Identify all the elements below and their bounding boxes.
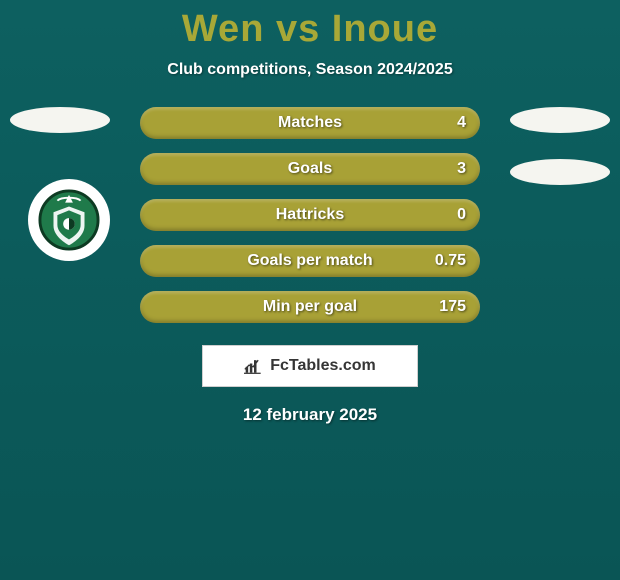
stat-label: Min per goal [263, 298, 357, 316]
club-crest-icon [38, 189, 100, 251]
stat-bar: Matches 4 [140, 107, 480, 139]
stat-value: 175 [439, 298, 466, 316]
stat-bar: Goals per match 0.75 [140, 245, 480, 277]
branding-card: FcTables.com [202, 345, 418, 387]
left-team-ellipse [10, 107, 110, 133]
content-area: Matches 4 Goals 3 Hattricks 0 Goals per match 0… [0, 107, 620, 425]
stat-value: 3 [457, 160, 466, 178]
stat-bar: Min per goal 175 [140, 291, 480, 323]
stat-bar: Goals 3 [140, 153, 480, 185]
page-title: Wen vs Inoue [0, 0, 620, 51]
right-team-ellipse-2 [510, 159, 610, 185]
bar-chart-icon [244, 357, 264, 375]
stat-label: Goals [288, 160, 332, 178]
branding-text: FcTables.com [270, 357, 376, 375]
subtitle: Club competitions, Season 2024/2025 [0, 61, 620, 79]
stat-label: Matches [278, 114, 342, 132]
left-team-badge [28, 179, 110, 261]
stat-value: 4 [457, 114, 466, 132]
stat-value: 0 [457, 206, 466, 224]
stat-bar: Hattricks 0 [140, 199, 480, 231]
stat-bar-list: Matches 4 Goals 3 Hattricks 0 Goals per match 0… [140, 107, 480, 323]
stat-label: Hattricks [276, 206, 344, 224]
stat-label: Goals per match [247, 252, 372, 270]
stat-value: 0.75 [435, 252, 466, 270]
right-team-ellipse-1 [510, 107, 610, 133]
date-label: 12 february 2025 [0, 405, 620, 425]
